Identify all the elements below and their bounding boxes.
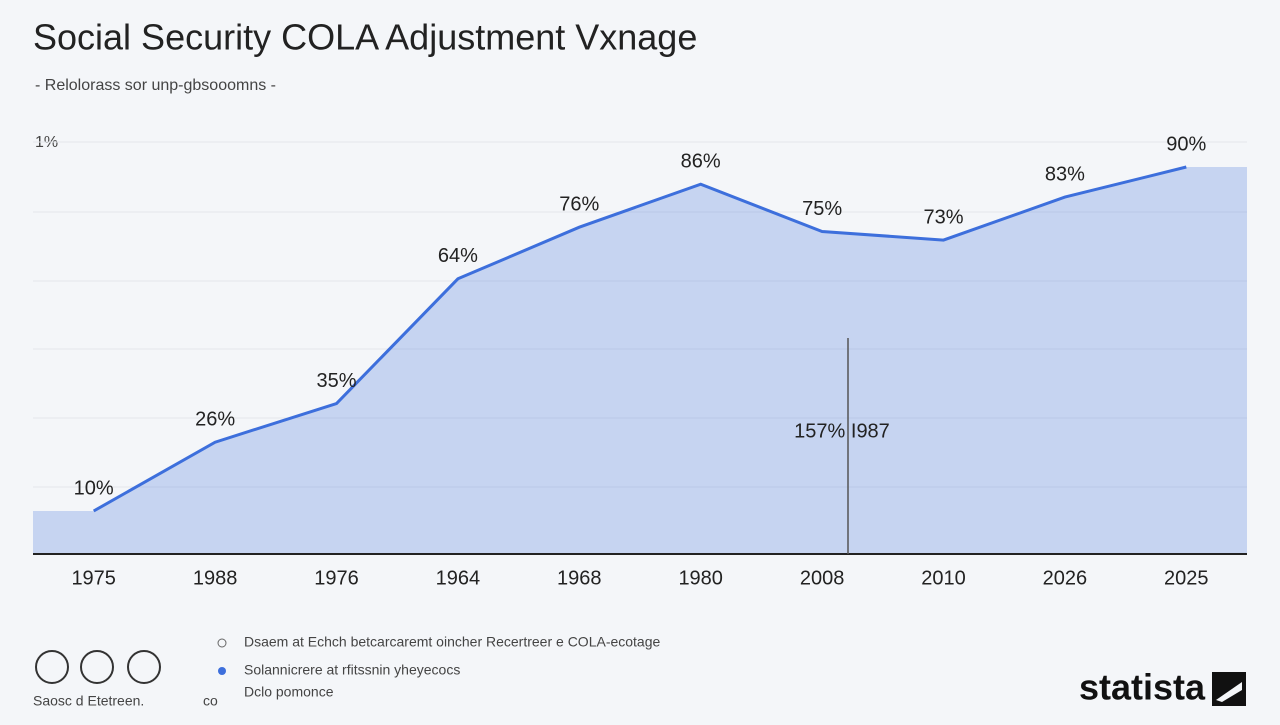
footer-note: Solannicrere at rfitssnin yheyecocs [244,662,460,678]
value-label: 26% [195,408,235,430]
note-icon [218,667,226,675]
x-tick-label: 1976 [314,567,359,589]
value-label: 73% [923,206,963,228]
value-label: 10% [74,477,114,499]
area-fill [33,167,1247,554]
source: Saosc d Etetreen. [33,693,144,709]
value-label: 76% [559,193,599,215]
x-tick-label: 1975 [71,567,116,589]
value-label: 90% [1166,133,1206,155]
footer-note: Dclo pomonce [244,684,334,700]
x-tick-label: 1980 [678,567,723,589]
x-tick-label: 2025 [1164,567,1209,589]
footer-note: Dsaem at Echch betcarcaremt oincher Rece… [244,634,661,650]
license-icon [127,650,161,684]
area-line [92,165,1187,513]
x-tick-label: 1988 [193,567,238,589]
source-suffix: co [203,693,218,709]
value-label: 75% [802,198,842,220]
value-label: 35% [316,370,356,392]
value-label: 83% [1045,163,1085,185]
x-tick-label: 1964 [436,567,481,589]
x-tick-label: 1968 [557,567,602,589]
x-tick-label: 2026 [1043,567,1088,589]
x-tick-label: 2010 [921,567,966,589]
y-axis-label: 1% [35,134,58,151]
plot-area [33,165,1247,554]
x-tick-label: 2008 [800,567,845,589]
chart-subtitle: - Relolorass sor unp-gbsooomns - [35,77,276,94]
grid [33,141,1247,488]
chart-title: Social Security COLA Adjustment Vxnage [33,17,697,58]
license-icon [80,650,114,684]
license-icon [35,650,69,684]
footer: Dsaem at Echch betcarcaremt oincher Rece… [33,634,1246,709]
brand: statista [1079,667,1206,708]
value-label: 86% [681,150,721,172]
value-label: 64% [438,245,478,267]
note-icon [217,638,227,648]
brand-logo-mark [1216,682,1242,702]
annotation: 157% I987 [794,420,890,442]
